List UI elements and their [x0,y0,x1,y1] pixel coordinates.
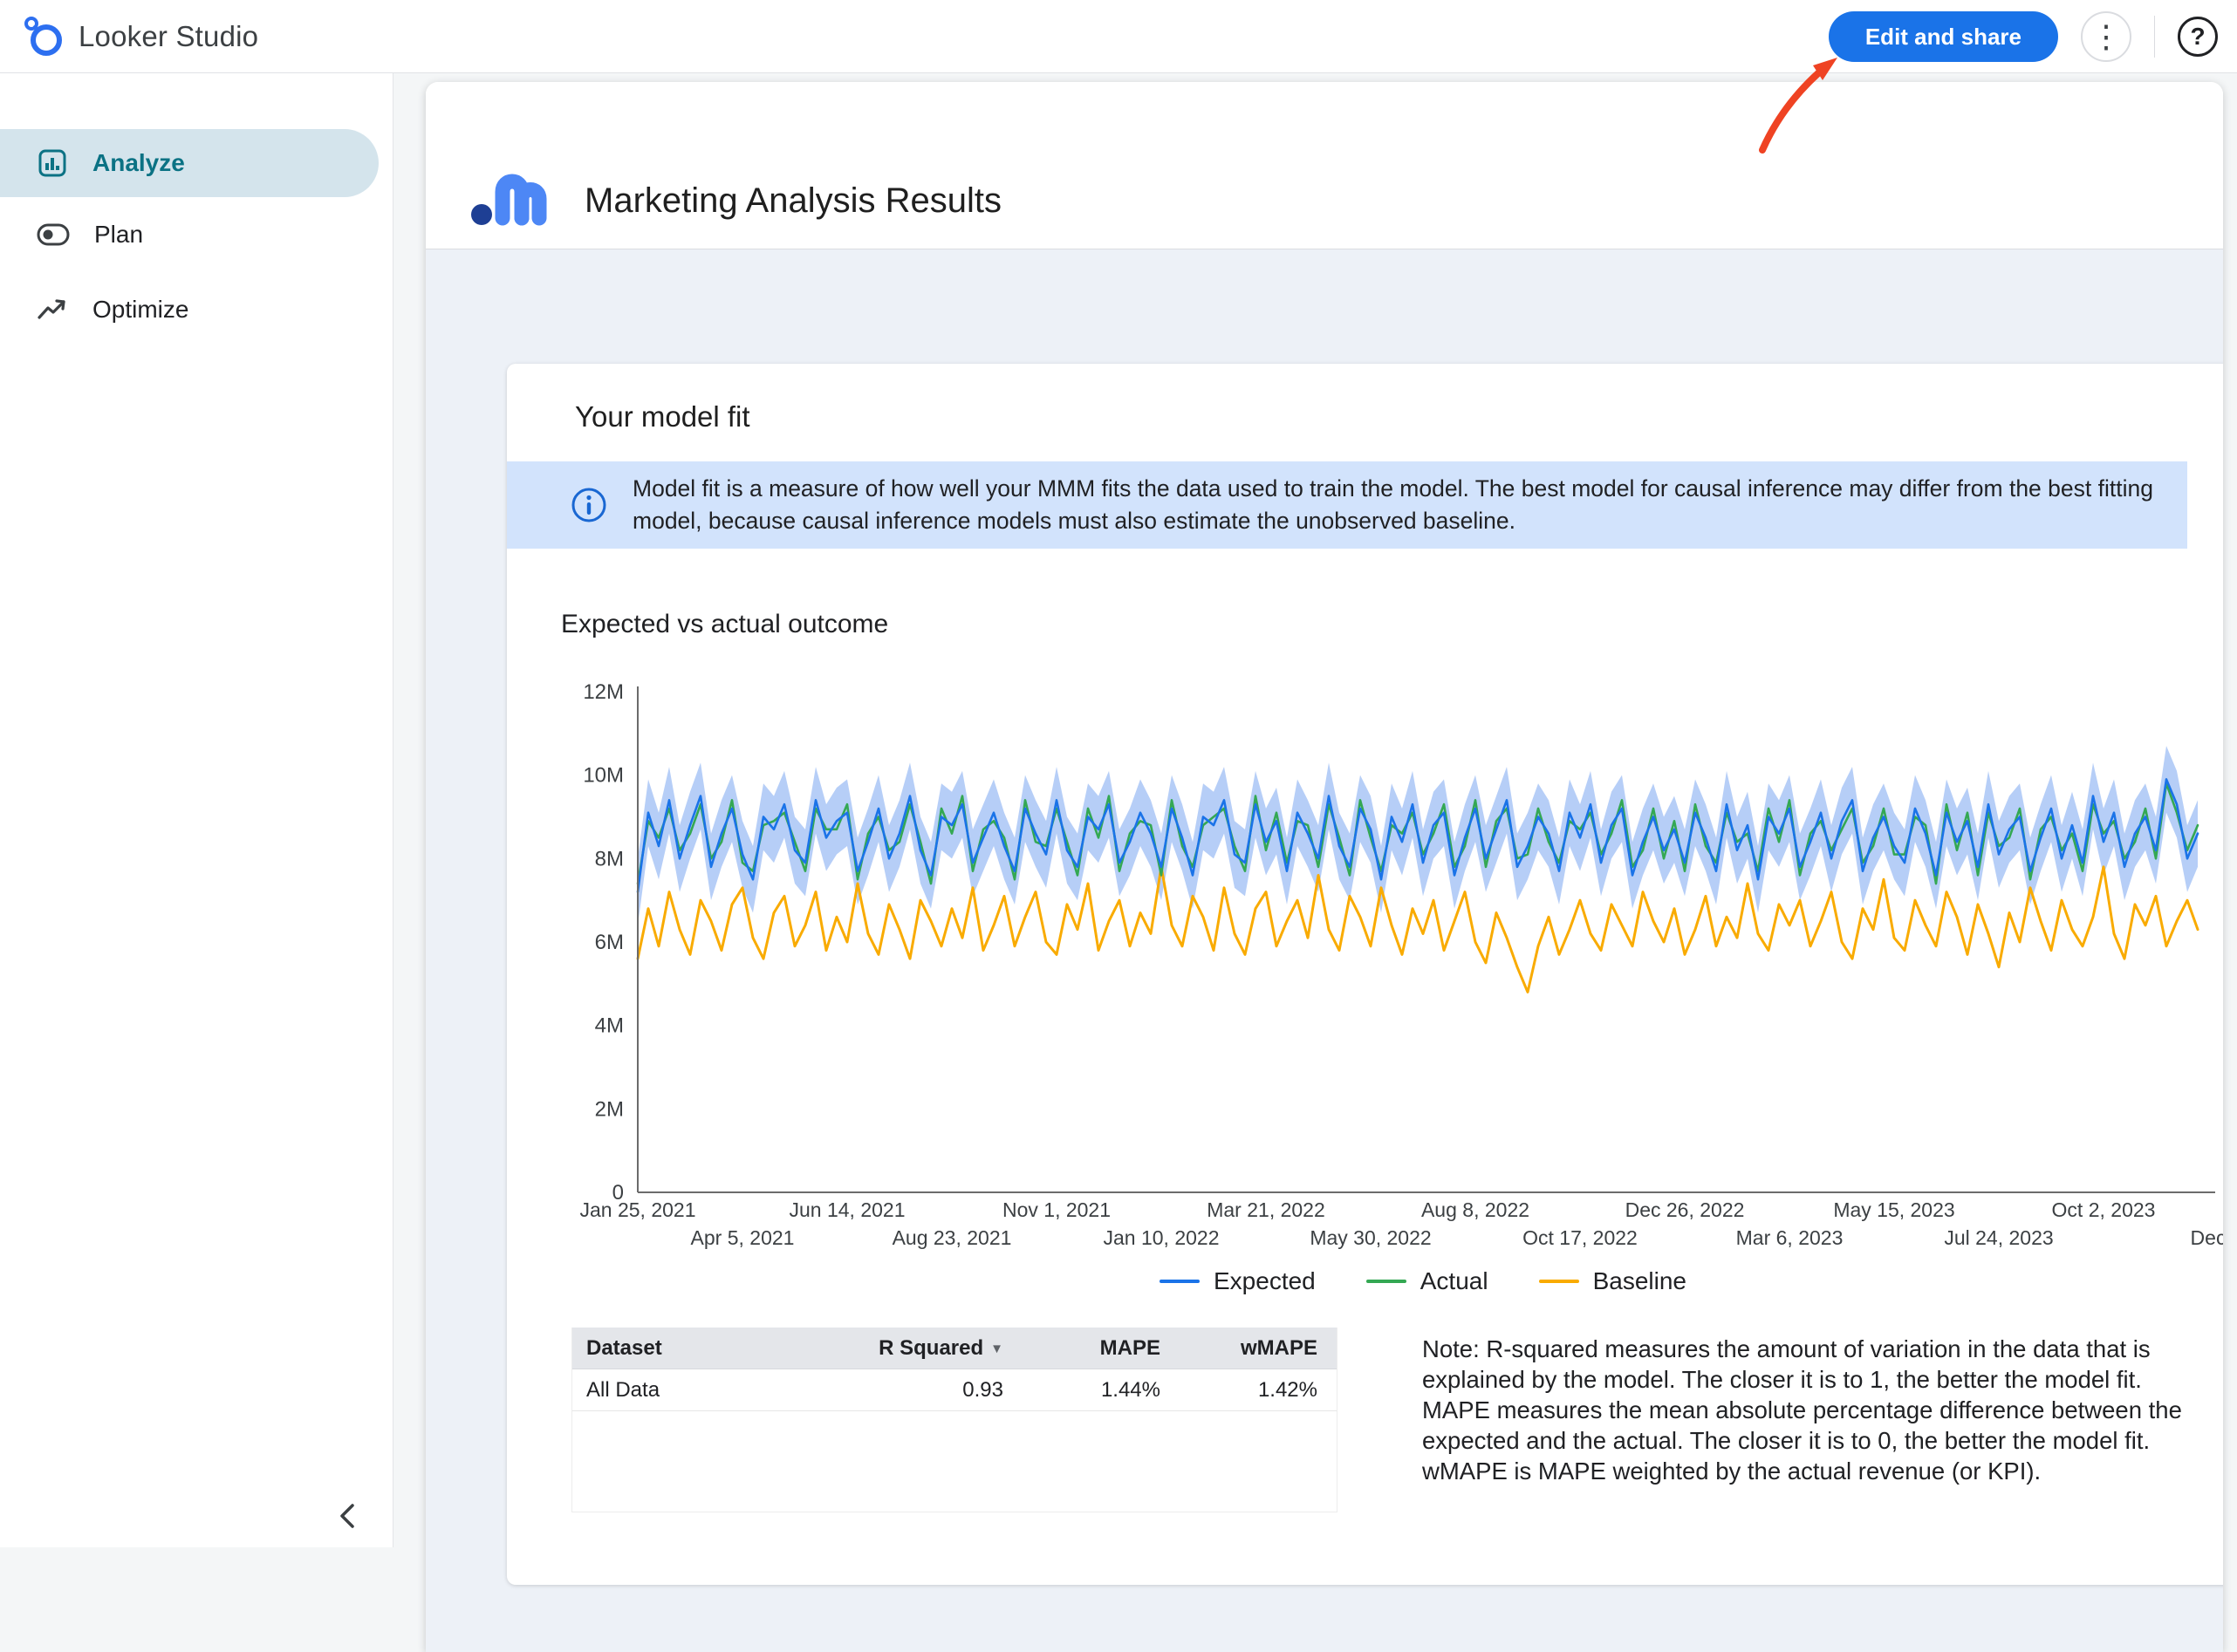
svg-text:6M: 6M [595,931,624,954]
kebab-icon: ⋮ [2090,18,2122,54]
expected-series-swatch [1160,1280,1200,1283]
svg-text:Apr 5, 2021: Apr 5, 2021 [691,1226,795,1249]
plan-toggle-icon [37,223,70,246]
svg-text:Aug 23, 2021: Aug 23, 2021 [893,1226,1012,1249]
sidebar-item-label: Analyze [92,149,185,176]
actual-series-swatch [1365,1280,1406,1283]
svg-text:12M: 12M [583,680,624,704]
help-icon: ? [2190,23,2206,50]
sort-desc-icon: ▼ [990,1341,1003,1356]
report-page: Marketing Analysis Results Your model fi… [426,82,2223,1652]
sidebar-item-optimize[interactable]: Optimize [0,272,393,347]
svg-text:Jan 25, 2021: Jan 25, 2021 [579,1198,695,1221]
table-header-mape[interactable]: MAPE [1099,1335,1160,1360]
edit-and-share-button[interactable]: Edit and share [1828,11,2058,62]
help-button[interactable]: ? [2178,17,2218,57]
svg-text:Mar 21, 2022: Mar 21, 2022 [1207,1198,1325,1221]
info-icon [570,486,608,524]
svg-text:0: 0 [612,1181,624,1205]
cell-mape: 1.44% [1100,1377,1160,1402]
looker-studio-logo-icon [24,16,62,56]
legend-label: Actual [1420,1267,1488,1294]
report-header: Marketing Analysis Results [426,82,2223,249]
sidebar-item-label: Plan [94,221,144,248]
table-header-r-squared[interactable]: R Squared ▼ [879,1335,1003,1360]
left-sidebar: Analyze Plan Optimize [0,73,393,1547]
cell-wmape: 1.42% [1257,1377,1317,1402]
topbar-actions: Edit and share ⋮ ? [1828,0,2218,73]
table-row: All Data 0.93 1.44% 1.42% [572,1369,1337,1411]
svg-text:Mar 6, 2023: Mar 6, 2023 [1736,1226,1844,1249]
topbar-divider [2154,16,2155,58]
sidebar-item-plan[interactable]: Plan [0,197,393,272]
legend-item-baseline[interactable]: Baseline [1538,1267,1686,1295]
svg-text:Jul 24, 2023: Jul 24, 2023 [1944,1226,2053,1249]
svg-text:4M: 4M [595,1014,624,1038]
sidebar-item-analyze[interactable]: Analyze [0,129,379,197]
model-fit-card: Your model fit Model fit is a measure of… [507,364,2223,1585]
model-fit-info-banner: Model fit is a measure of how well your … [507,461,2187,549]
table-header-row: Dataset R Squared ▼ MAPE wMAPE [572,1328,1337,1369]
svg-text:8M: 8M [595,847,624,870]
legend-item-expected[interactable]: Expected [1160,1267,1316,1295]
svg-text:Jun 14, 2021: Jun 14, 2021 [789,1198,905,1221]
legend-item-actual[interactable]: Actual [1365,1267,1488,1295]
looker-studio-logo[interactable] [24,16,63,58]
baseline-series-swatch [1538,1280,1579,1283]
svg-text:Aug 8, 2022: Aug 8, 2022 [1421,1198,1529,1221]
sidebar-item-label: Optimize [92,296,189,323]
topbar: Looker Studio Edit and share ⋮ ? [0,0,2237,73]
chevron-left-icon [340,1504,354,1528]
legend-label: Expected [1214,1267,1316,1294]
model-fit-table: Dataset R Squared ▼ MAPE wMAPE All Data 0… [571,1328,1337,1512]
table-header-dataset[interactable]: Dataset [586,1335,662,1360]
more-options-button[interactable]: ⋮ [2081,11,2131,62]
svg-text:May 30, 2022: May 30, 2022 [1310,1226,1431,1249]
svg-text:Oct 2, 2023: Oct 2, 2023 [2052,1198,2156,1221]
svg-text:Jan 10, 2022: Jan 10, 2022 [1103,1226,1219,1249]
report-title: Marketing Analysis Results [585,181,1002,220]
metrics-note: Note: R-squared measures the amount of v… [1422,1335,2182,1485]
optimize-trending-up-icon [38,299,65,319]
svg-text:Dec 26, 2022: Dec 26, 2022 [1625,1198,1745,1221]
cell-dataset: All Data [586,1377,660,1402]
model-fit-heading: Your model fit [575,400,750,433]
svg-text:Dec: Dec [2191,1226,2223,1249]
outcome-chart[interactable]: 0 2M 4M 6M 8M 10M 12M Jan 25, 2021 Apr 5, 2021 Ju… [507,678,2223,1253]
svg-text:2M: 2M [595,1097,624,1121]
svg-text:10M: 10M [583,764,624,788]
report-canvas: Your model fit Model fit is a measure of… [426,249,2223,1652]
cell-r-squared: 0.93 [962,1377,1003,1402]
svg-text:Nov 1, 2021: Nov 1, 2021 [1002,1198,1111,1221]
svg-text:Oct 17, 2022: Oct 17, 2022 [1522,1226,1638,1249]
chart-legend: Expected Actual Baseline [638,1267,2208,1295]
analyze-chart-icon [38,149,66,177]
chart-title: Expected vs actual outcome [561,610,889,638]
legend-label: Baseline [1592,1267,1686,1294]
table-header-wmape[interactable]: wMAPE [1240,1335,1317,1360]
app-title: Looker Studio [79,19,259,52]
info-banner-text: Model fit is a measure of how well your … [633,475,2153,534]
google-marketing-platform-logo [471,174,547,226]
collapse-sidebar-button[interactable] [325,1492,370,1540]
svg-text:May 15, 2023: May 15, 2023 [1833,1198,1954,1221]
